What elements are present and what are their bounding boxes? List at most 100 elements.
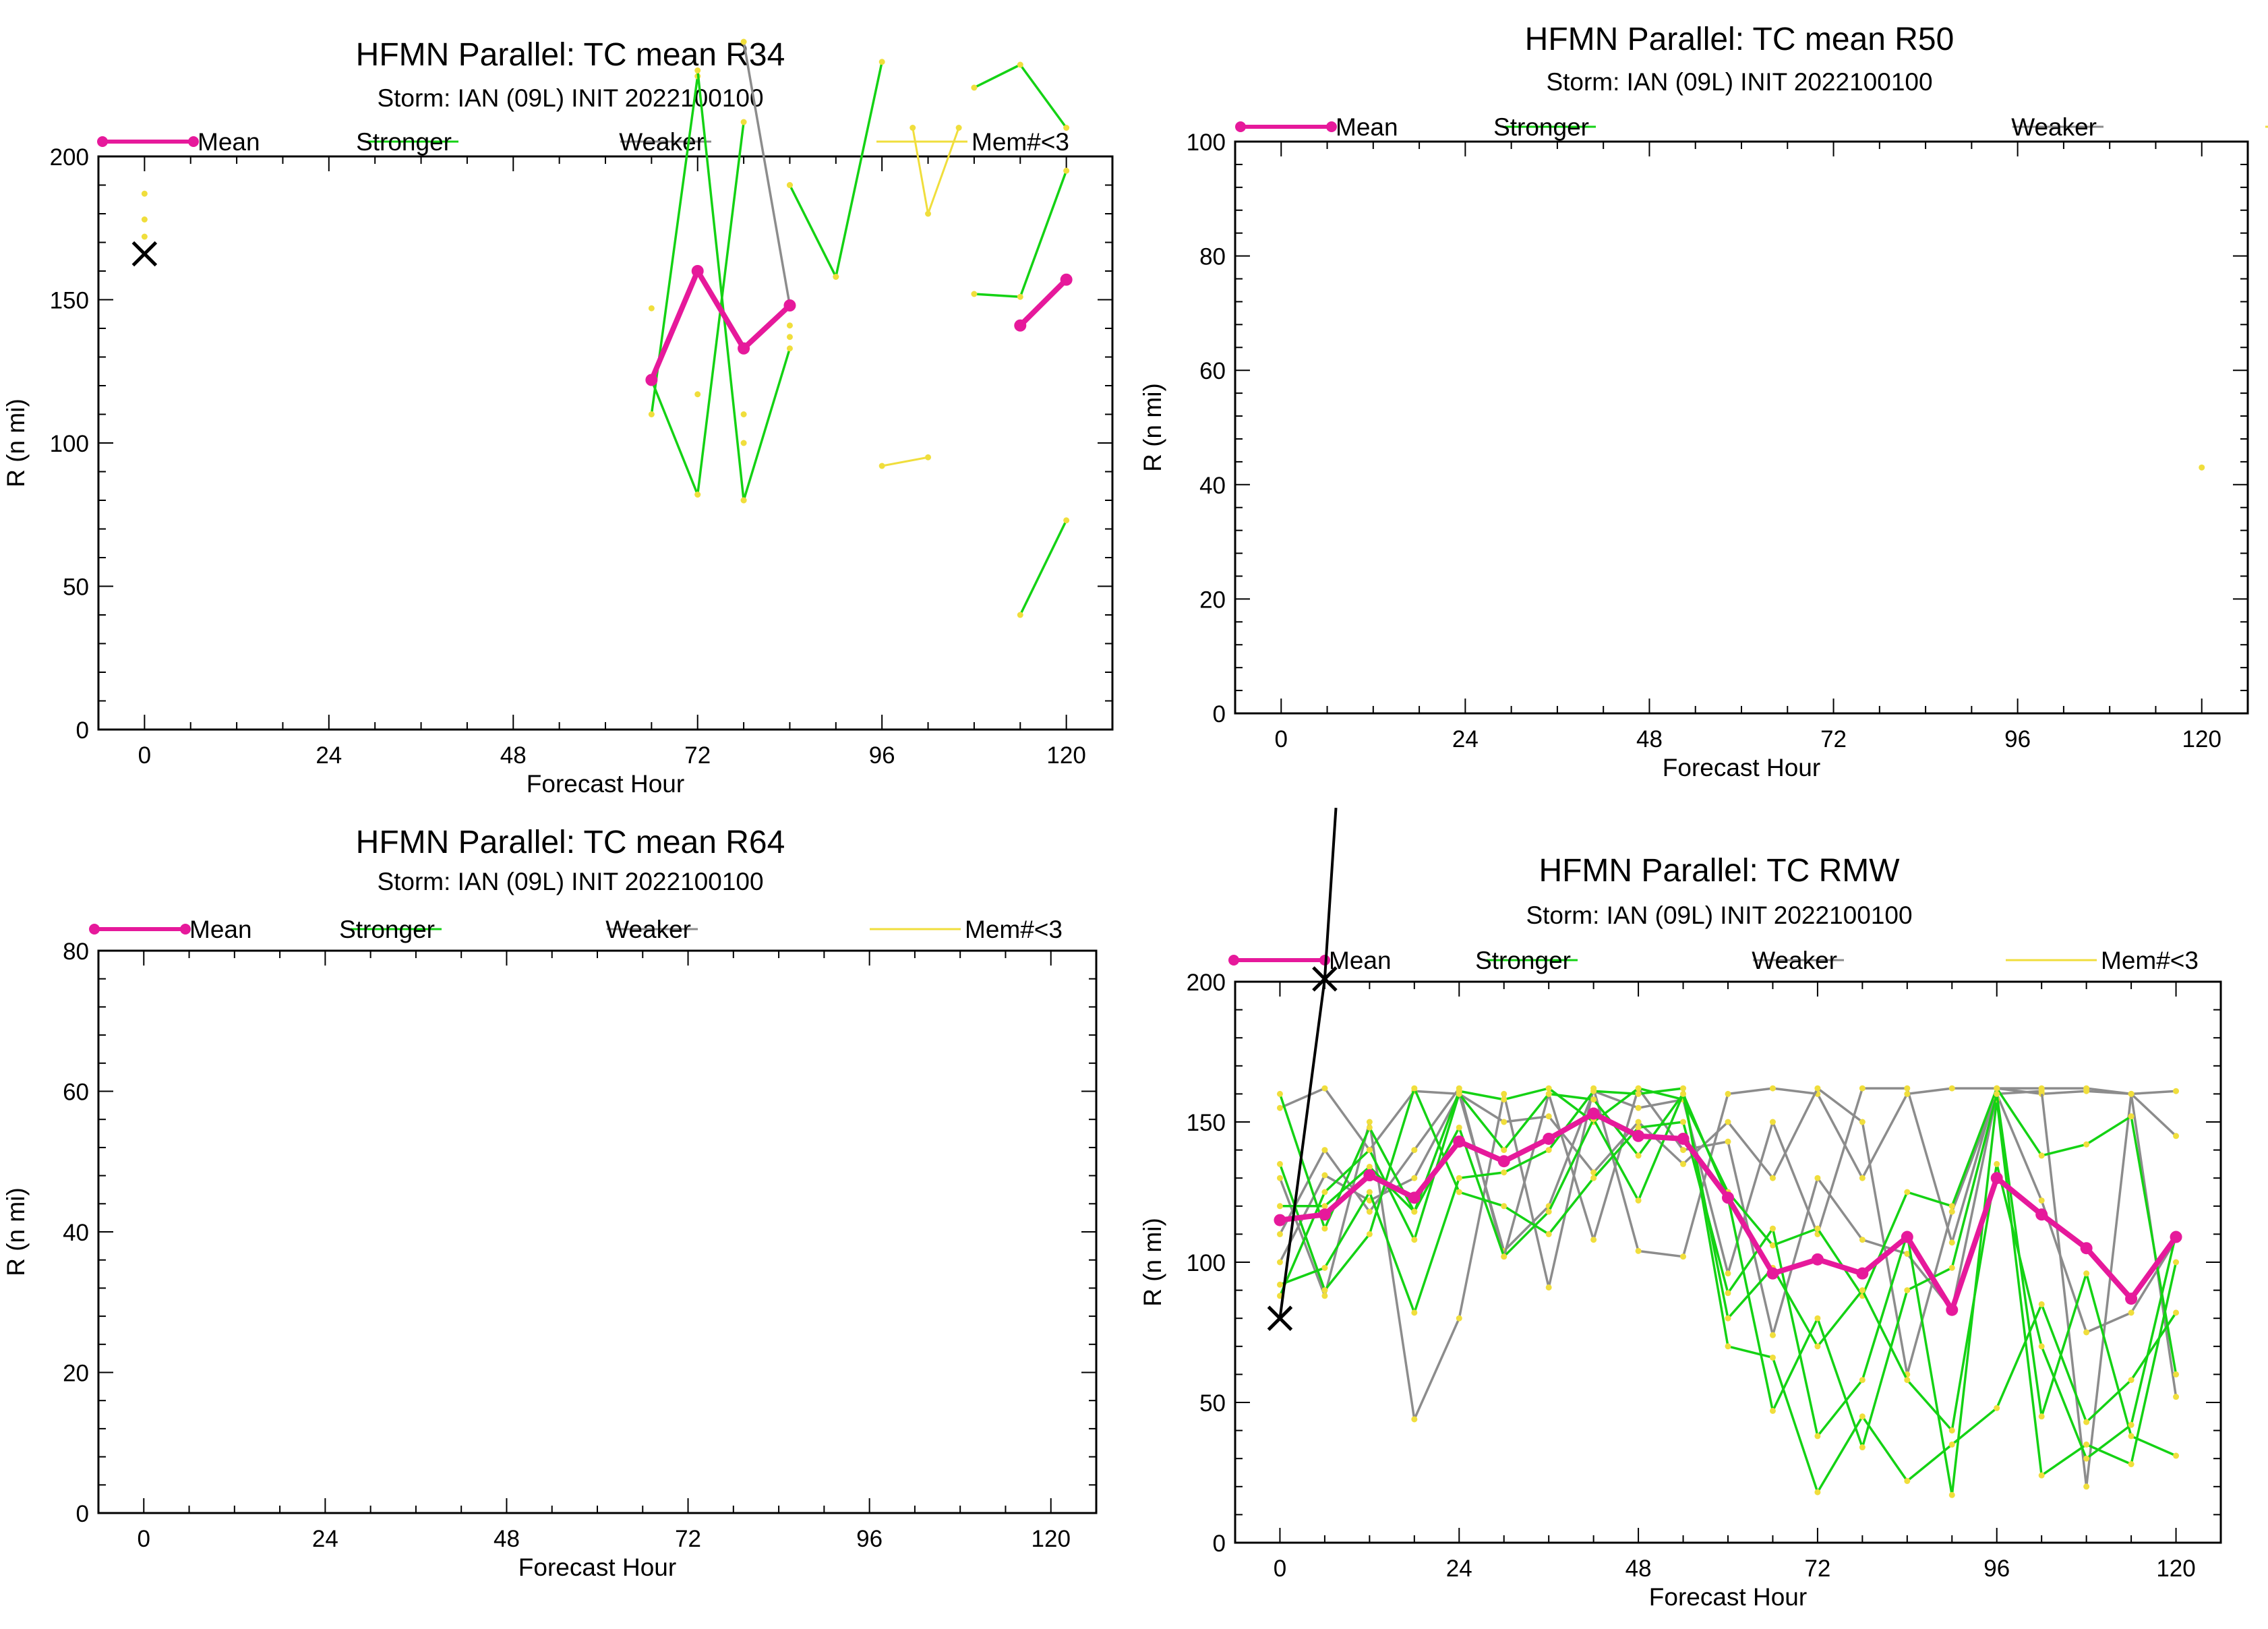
legend-label-weaker: Weaker — [1752, 947, 1837, 974]
data-point-stronger — [2038, 1301, 2045, 1307]
data-point-stronger — [2083, 1455, 2090, 1462]
data-point-weaker — [1680, 1147, 1687, 1154]
data-point-weaker — [1725, 1270, 1731, 1277]
data-point-stronger — [1366, 1124, 1373, 1131]
data-point-few_members — [740, 440, 747, 446]
y-tick-label: 0 — [76, 717, 89, 744]
data-point-mean — [1497, 1155, 1510, 1168]
data-point-weaker — [2128, 1090, 2135, 1097]
data-point-few_members — [648, 305, 655, 312]
data-point-stronger — [2173, 1309, 2180, 1316]
legend-marker — [97, 136, 108, 147]
x-tick-label: 24 — [316, 742, 342, 769]
data-point-stronger — [1501, 1169, 1508, 1176]
series-line-stronger — [696, 70, 745, 501]
data-point-stronger — [2038, 1152, 2045, 1159]
data-point-stronger — [1456, 1124, 1462, 1131]
data-point-stronger — [1904, 1189, 1911, 1195]
data-point-stronger — [878, 59, 885, 65]
data-point-weaker — [1276, 1104, 1283, 1111]
data-point-mean — [2125, 1293, 2138, 1305]
data-point-weaker — [1635, 1104, 1642, 1111]
data-point-stronger — [2083, 1141, 2090, 1148]
x-tick-label: 96 — [856, 1526, 883, 1552]
x-tick-label: 120 — [2182, 726, 2221, 752]
data-point-stronger — [1501, 1203, 1508, 1210]
data-point-stronger — [2038, 1472, 2045, 1479]
data-point-weaker — [1501, 1119, 1508, 1125]
data-point-mean — [1274, 1214, 1286, 1226]
legend-label-weaker: Weaker — [605, 916, 691, 943]
data-point-stronger — [1635, 1085, 1642, 1092]
x-tick-label: 96 — [2004, 726, 2031, 752]
data-point-stronger — [1859, 1377, 1866, 1384]
data-point-mean — [738, 342, 750, 355]
data-point-weaker — [1545, 1284, 1552, 1291]
data-point-mean — [1408, 1191, 1421, 1204]
data-point-stronger — [740, 497, 747, 504]
data-point-mean — [1363, 1169, 1376, 1182]
data-point-mean — [1811, 1253, 1824, 1266]
data-point-mean — [1453, 1135, 1466, 1148]
data-point-weaker — [1276, 1231, 1283, 1237]
series-line-mean — [649, 268, 792, 382]
x-tick-label: 96 — [869, 742, 895, 769]
data-point-stronger — [2128, 1461, 2135, 1468]
y-tick-label: 20 — [1199, 587, 1226, 613]
data-point-weaker — [1859, 1175, 1866, 1181]
data-point-stronger — [2173, 1452, 2180, 1459]
data-point-mean — [1766, 1267, 1779, 1280]
data-point-mean — [783, 299, 796, 312]
legend-label-few_members: Mem#<3 — [972, 128, 1069, 156]
legend-label-few_members: Mem#<3 — [965, 916, 1063, 943]
y-tick-label: 0 — [1213, 701, 1226, 728]
data-point-stronger — [694, 492, 701, 498]
series-line-mean — [1018, 277, 1069, 328]
plot-area — [2199, 464, 2205, 471]
data-point-stronger — [1680, 1090, 1687, 1097]
data-point-stronger — [648, 411, 655, 417]
plot-area — [1274, 1085, 2182, 1498]
data-point-stronger — [1545, 1208, 1552, 1215]
data-point-stronger — [1063, 167, 1070, 174]
chart-subtitle: Storm: IAN (09L) INIT 2022100100 — [1546, 68, 1932, 96]
legend: Mean Stronger Weaker Mem#<3 — [97, 128, 1069, 156]
data-point-weaker — [1725, 1090, 1731, 1097]
series-line-stronger — [974, 63, 1068, 129]
legend-label-few_members: Mem#<3 — [2101, 947, 2199, 974]
data-point-weaker — [1411, 1416, 1418, 1423]
data-point-stronger — [1366, 1147, 1373, 1154]
data-point-stronger — [1635, 1124, 1642, 1131]
x-tick-label: 120 — [1032, 1526, 1071, 1552]
series-line-stronger — [974, 170, 1068, 298]
y-tick-label: 50 — [63, 574, 89, 601]
data-point-weaker — [2038, 1197, 2045, 1204]
data-point-stronger — [1321, 1264, 1328, 1271]
data-point-stronger — [1904, 1477, 1911, 1484]
data-point-stronger — [1769, 1407, 1776, 1414]
series-line-stronger — [788, 61, 883, 278]
x-tick-label: 0 — [1274, 1556, 1286, 1582]
data-point-mean — [1990, 1172, 2003, 1185]
data-point-stronger — [1276, 1090, 1283, 1097]
legend-label-mean: Mean — [1336, 113, 1398, 141]
data-point-few_members — [786, 334, 793, 340]
chart-subtitle: Storm: IAN (09L) INIT 2022100100 — [1526, 901, 1912, 929]
data-point-few_members — [740, 411, 747, 417]
data-point-stronger — [1545, 1090, 1552, 1097]
x-tick-label: 24 — [312, 1526, 338, 1552]
data-point-stronger — [1366, 1189, 1373, 1195]
data-point-stronger — [1456, 1090, 1462, 1097]
legend-label-stronger: Stronger — [339, 916, 435, 943]
chart-title: HFMN Parallel: TC mean R34 — [356, 37, 785, 73]
data-point-mean — [1632, 1129, 1645, 1142]
data-point-mean — [1014, 319, 1027, 332]
data-point-mean — [2170, 1231, 2182, 1243]
data-point-weaker — [1948, 1239, 1955, 1246]
data-point-stronger — [1590, 1088, 1597, 1094]
plot-frame — [97, 155, 1114, 731]
y-axis-label: R (n mi) — [1139, 1218, 1166, 1307]
data-point-few_members — [141, 233, 148, 240]
data-point-stronger — [971, 291, 978, 297]
data-point-weaker — [1680, 1253, 1687, 1260]
